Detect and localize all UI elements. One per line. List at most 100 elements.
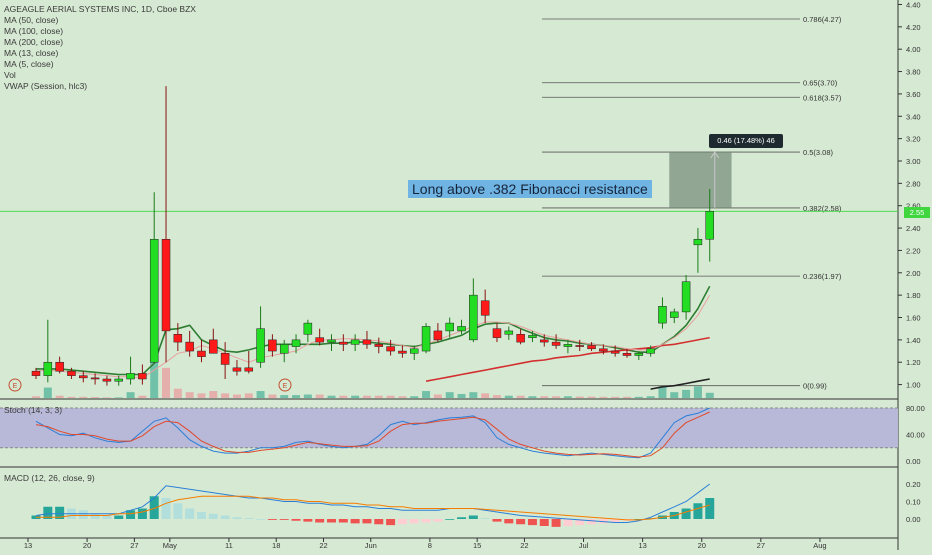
volume-bar bbox=[244, 393, 253, 398]
macd-histogram-bar bbox=[563, 519, 573, 526]
macd-histogram-bar bbox=[610, 519, 620, 523]
volume-bar bbox=[173, 388, 182, 398]
current-price-tag: 2.55 bbox=[904, 207, 930, 218]
volume-bar bbox=[386, 395, 395, 398]
candle-body bbox=[339, 341, 348, 345]
candle-body bbox=[398, 350, 407, 354]
candle-body bbox=[457, 326, 466, 332]
candle-body bbox=[268, 339, 277, 352]
candle-body bbox=[67, 370, 76, 376]
fib-label: 0.786(4.27) bbox=[803, 15, 842, 24]
macd-line bbox=[36, 495, 710, 521]
macd-histogram-bar bbox=[693, 503, 703, 519]
volume-bar bbox=[705, 392, 714, 398]
candle-body bbox=[504, 330, 514, 335]
legend-title[interactable]: AGEAGLE AERIAL SYSTEMS INC, 1D, Cboe BZX bbox=[4, 4, 196, 14]
fib-label: 0.618(3.57) bbox=[803, 93, 842, 102]
macd-histogram-bar bbox=[185, 508, 195, 519]
legend-ma13[interactable]: MA (13, close) bbox=[4, 48, 59, 58]
fibonacci-levels: 0.786(4.27) 0.65(3.70) 0.618(3.57) 0.5(3.08… bbox=[0, 15, 898, 391]
volume-bar bbox=[623, 396, 631, 398]
candle-body bbox=[610, 350, 620, 354]
candle-body bbox=[469, 294, 478, 341]
candle-body bbox=[279, 344, 289, 354]
macd-label[interactable]: MACD (12, 26, close, 9) bbox=[4, 473, 95, 483]
volume-bar bbox=[552, 396, 561, 398]
x-tick-label: 22 bbox=[520, 541, 528, 550]
candle-body bbox=[528, 335, 537, 338]
macd-histogram-bar bbox=[527, 519, 537, 526]
legend-ma5[interactable]: MA (5, close) bbox=[4, 59, 54, 69]
macd-histogram-bar bbox=[445, 519, 455, 520]
candle-body bbox=[587, 345, 596, 350]
earnings-marker bbox=[278, 378, 292, 392]
macd-histogram-bar bbox=[256, 519, 266, 520]
macd-pane: 0.20 0.10 0.00 bbox=[31, 480, 921, 527]
y-tick-label: 2.60 bbox=[906, 202, 921, 211]
candle-body bbox=[138, 373, 147, 380]
volume-bar bbox=[682, 389, 691, 398]
macd-histogram-bar bbox=[220, 515, 230, 519]
volume-bar bbox=[445, 392, 454, 398]
stoch-tick-label: 80.00 bbox=[906, 404, 925, 413]
candle-body bbox=[185, 341, 194, 352]
candle-body bbox=[693, 238, 703, 246]
volume-bar bbox=[599, 396, 608, 398]
candle-body bbox=[197, 350, 206, 357]
candle-body bbox=[516, 334, 525, 343]
annotation-text[interactable]: Long above .382 Fibonacci resistance bbox=[408, 180, 652, 198]
legend-vol[interactable]: Vol bbox=[4, 70, 16, 80]
stoch-label[interactable]: Stoch (14, 3, 3) bbox=[4, 405, 63, 415]
volume-bar bbox=[362, 395, 371, 398]
volume-bar bbox=[114, 397, 123, 398]
axes: 4.40 4.20 4.00 3.80 3.60 3.40 3.20 3.00 2.80 2.60… bbox=[24, 0, 921, 550]
candle-body bbox=[102, 378, 112, 382]
volume-bar bbox=[587, 396, 596, 398]
volume-bar bbox=[185, 392, 194, 398]
candle-body bbox=[149, 238, 159, 363]
candle-body bbox=[634, 353, 644, 356]
legend-vwap[interactable]: VWAP (Session, hlc3) bbox=[4, 81, 88, 91]
stochastic-pane: 80.00 40.00 0.00 bbox=[0, 404, 925, 466]
legend-ma200[interactable]: MA (200, close) bbox=[4, 37, 64, 47]
macd-histogram-bar bbox=[362, 519, 372, 524]
macd-histogram-bar bbox=[279, 519, 289, 520]
candle-body bbox=[362, 339, 372, 345]
macd-histogram-bar bbox=[327, 519, 336, 523]
ma-line bbox=[35, 294, 711, 379]
measure-label[interactable]: 0.46 (17.48%) 46 bbox=[709, 134, 783, 148]
volume-bar bbox=[563, 396, 572, 398]
volume-bar bbox=[670, 392, 679, 398]
volume-bar bbox=[575, 396, 584, 398]
volume-bar bbox=[374, 395, 383, 398]
fib-label: 0.382(2.58) bbox=[803, 204, 842, 213]
legend-ma50[interactable]: MA (50, close) bbox=[4, 15, 59, 25]
macd-histogram-bar bbox=[161, 498, 171, 519]
candle-body bbox=[90, 377, 100, 380]
legend-ma100[interactable]: MA (100, close) bbox=[4, 26, 64, 36]
macd-histogram-bar bbox=[374, 519, 384, 525]
y-tick-label: 3.80 bbox=[906, 68, 921, 77]
volume-bar bbox=[91, 397, 100, 398]
x-tick-label: May bbox=[163, 541, 177, 550]
macd-histogram-bar bbox=[433, 519, 443, 522]
macd-histogram-bar bbox=[196, 512, 206, 519]
macd-histogram-bar bbox=[78, 510, 88, 519]
fib-label: 0.65(3.70) bbox=[803, 79, 838, 88]
candle-body bbox=[445, 322, 454, 332]
macd-histogram-bar bbox=[492, 519, 502, 522]
macd-histogram-bar bbox=[303, 519, 313, 522]
candle-body bbox=[540, 339, 549, 343]
macd-histogram-bar bbox=[55, 506, 65, 519]
y-tick-label: 2.80 bbox=[906, 179, 921, 188]
x-tick-label: 13 bbox=[638, 541, 646, 550]
x-tick-label: 27 bbox=[130, 541, 138, 550]
macd-histogram-bar bbox=[350, 519, 360, 524]
macd-histogram-bar bbox=[232, 517, 242, 519]
macd-histogram-bar bbox=[457, 517, 467, 519]
candle-body bbox=[705, 211, 714, 240]
macd-histogram-bar bbox=[575, 519, 585, 526]
